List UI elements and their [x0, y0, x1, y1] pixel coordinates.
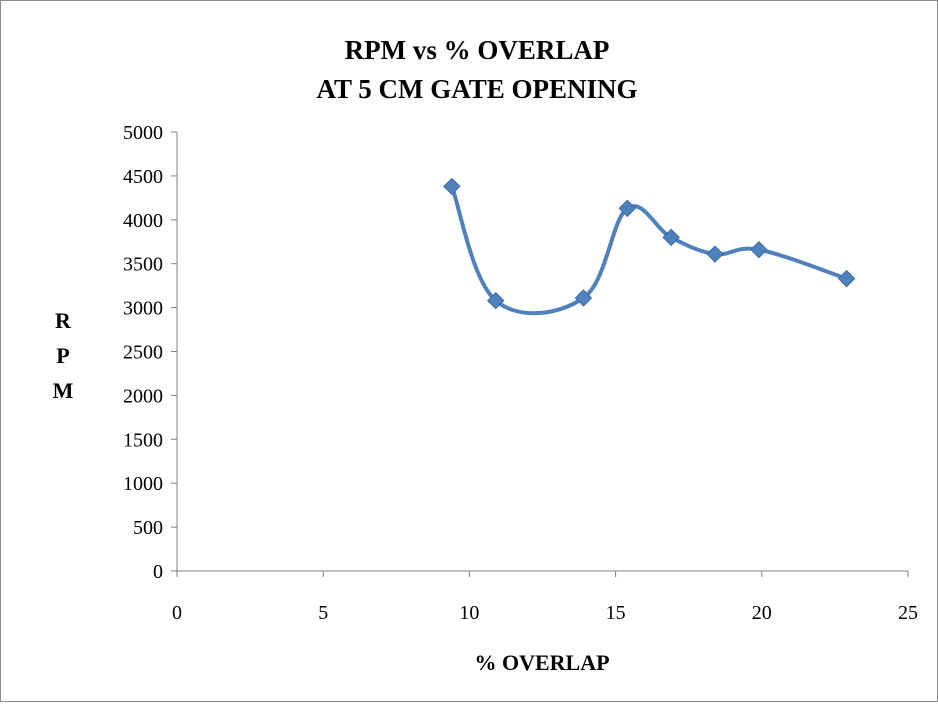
- data-point-marker: [837, 269, 856, 288]
- y-axis-title-letter-r: R: [55, 308, 72, 333]
- data-point-marker: [662, 228, 680, 247]
- y-axis-title-letter-m: M: [53, 378, 74, 403]
- x-tick-label: 25: [898, 602, 918, 624]
- y-tick-label: 3500: [123, 254, 163, 276]
- data-point-marker: [487, 291, 505, 310]
- y-tick-label: 1000: [123, 473, 163, 495]
- data-point-marker: [574, 289, 593, 307]
- y-axis-title-letter-p: P: [56, 343, 69, 368]
- x-tick-label: 10: [459, 602, 479, 624]
- y-tick-label: 0: [153, 561, 163, 583]
- data-point-marker: [618, 199, 637, 218]
- y-tick-label: 2000: [123, 385, 163, 407]
- ticks-layer: 0 500 1000 1500 2000 2500 3000 3500 4000 4500 5000…: [123, 122, 918, 624]
- x-tick-label: 0: [172, 602, 182, 624]
- y-tick-label: 500: [133, 517, 163, 539]
- x-axis-title: % OVERLAP: [474, 650, 609, 675]
- x-tick-label: 5: [318, 602, 328, 624]
- series-layer: [443, 177, 856, 316]
- y-tick-label: 5000: [123, 122, 163, 144]
- x-tick-label: 20: [752, 602, 772, 624]
- series-line: [449, 184, 849, 316]
- y-tick-label: 1500: [123, 429, 163, 451]
- y-tick-label: 4500: [123, 166, 163, 188]
- axes-layer: [176, 132, 908, 572]
- data-point-marker: [443, 177, 461, 196]
- data-point-marker: [706, 245, 724, 263]
- y-tick-label: 4000: [123, 210, 163, 232]
- y-tick-label: 2500: [123, 342, 163, 364]
- chart-title-line-2: AT 5 CM GATE OPENING: [316, 74, 637, 104]
- y-tick-label: 3000: [123, 298, 163, 320]
- x-tick-label: 15: [606, 602, 626, 624]
- chart-title-line-1: RPM vs % OVERLAP: [345, 35, 610, 65]
- data-point-marker: [750, 240, 768, 259]
